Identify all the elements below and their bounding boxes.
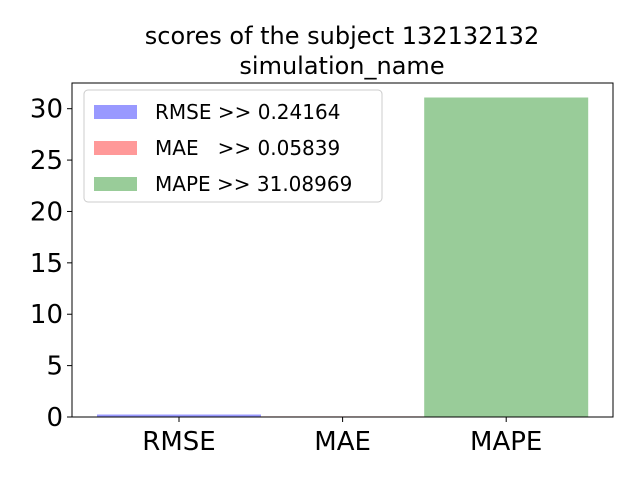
- y-tick-label: 0: [46, 403, 63, 433]
- x-tick-label-rmse: RMSE: [142, 427, 215, 457]
- bar-rmse: [97, 414, 261, 417]
- bars-group: [97, 97, 589, 417]
- legend-swatch: [94, 141, 137, 155]
- y-tick-label: 15: [30, 249, 63, 279]
- y-tick-label: 30: [30, 95, 63, 125]
- y-tick-label: 5: [46, 352, 63, 382]
- bar-mape: [424, 97, 589, 417]
- legend-label: MAPE >> 31.08969: [155, 172, 352, 196]
- legend-label: MAE >> 0.05839: [155, 136, 340, 160]
- legend-label: RMSE >> 0.24164: [155, 100, 340, 124]
- chart-title-line-1: scores of the subject 132132132: [145, 22, 539, 50]
- legend: RMSE >> 0.24164 MAE >> 0.05839 MAPE >> 31.…: [83, 89, 383, 203]
- x-tick-label-mae: MAE: [314, 427, 371, 457]
- chart-title-line-2: simulation_name: [239, 52, 444, 80]
- legend-swatch: [94, 177, 137, 191]
- legend-box: [83, 89, 383, 203]
- plot-frame: [71, 82, 614, 418]
- x-tick-label-mape: MAPE: [470, 427, 542, 457]
- y-axis: 0 5 10 15 20 25 30: [30, 95, 72, 433]
- y-tick-label: 10: [30, 300, 63, 330]
- y-tick-label: 20: [30, 197, 63, 227]
- chart-title: scores of the subject 132132132 simulati…: [145, 22, 539, 80]
- legend-swatch: [94, 105, 137, 119]
- y-tick-label: 25: [30, 146, 63, 176]
- x-axis: RMSE MAE MAPE: [142, 417, 542, 457]
